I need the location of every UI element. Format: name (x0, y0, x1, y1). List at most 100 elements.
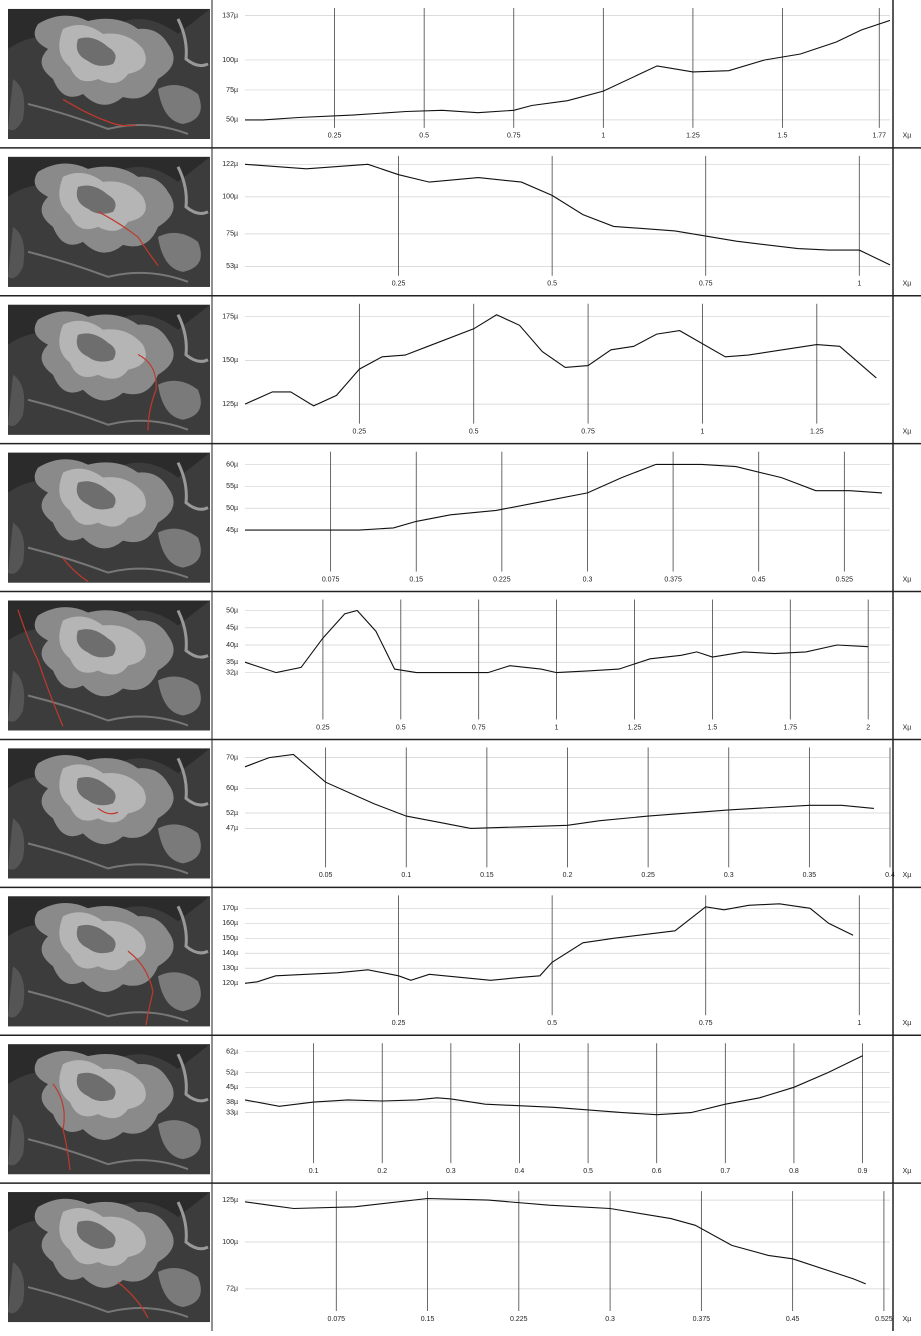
x-tick-label: 0.25 (316, 724, 330, 731)
y-tick-label: 33µ (226, 1109, 238, 1116)
x-tick-label: 0.25 (392, 281, 406, 288)
x-tick-label: 0.075 (322, 576, 340, 583)
x-tick-label: 1 (601, 133, 605, 140)
x-tick-label: 0.25 (353, 429, 367, 436)
y-tick-label: 122µ (222, 161, 238, 168)
x-tick-label: 0.375 (664, 576, 682, 583)
route (117, 1281, 149, 1319)
x-tick-label: 0.45 (752, 576, 766, 583)
thumbnail (8, 1043, 210, 1176)
y-tick-label: 50µ (226, 505, 238, 512)
x-tick-label: 0.75 (472, 724, 486, 731)
x-tick-label: 0.6 (652, 1168, 662, 1175)
profile-row: 137µ 100µ 75µ 50µ 0.25 0.5 0.75 1 1.25 1.5 1.77 Xµ (0, 8, 921, 149)
x-tick-label: 0.75 (699, 1020, 713, 1027)
thumbnail (8, 8, 210, 140)
x-tick-label: 0.15 (409, 576, 423, 583)
x-tick-label: 1 (857, 1020, 861, 1027)
profile-line (244, 314, 877, 407)
thumbnail (8, 155, 210, 288)
x-tick-label: 0.7 (720, 1168, 730, 1175)
y-tick-label: 100µ (222, 57, 238, 64)
y-tick-label: 45µ (226, 1084, 238, 1091)
profile-line (244, 1197, 866, 1285)
x-tick-label: 0.3 (446, 1168, 456, 1175)
profile-row: 175µ 150µ 125µ 0.25 0.5 0.75 1 1.25 Xµ (0, 303, 921, 445)
y-tick-label: 50µ (226, 607, 238, 614)
route (52, 1083, 71, 1171)
route (62, 98, 137, 127)
x-axis-label: Xµ (903, 724, 912, 731)
y-tick-label: 75µ (226, 87, 238, 94)
x-tick-label: 1 (555, 724, 559, 731)
x-tick-label: 1.5 (708, 724, 718, 731)
x-tick-label: 1.25 (810, 429, 824, 436)
y-tick-label: 160µ (222, 920, 238, 927)
x-tick-label: 0.5 (547, 1020, 557, 1027)
y-tick-label: 38µ (226, 1099, 238, 1106)
x-tick-label: 0.3 (583, 576, 593, 583)
x-tick-label: 0.45 (786, 1316, 800, 1323)
thumbnail (8, 895, 210, 1028)
profile-row: 122µ 100µ 75µ 53µ 0.25 0.5 0.75 1 Xµ (0, 155, 921, 297)
y-tick-label: 52µ (226, 810, 238, 817)
thumbnail (8, 1191, 210, 1323)
profile-line (244, 609, 869, 674)
x-tick-label: 0.525 (836, 576, 854, 583)
x-tick-label: 0.1 (401, 872, 411, 879)
y-tick-label: 150µ (222, 357, 238, 364)
route (97, 211, 159, 266)
y-tick-label: 35µ (226, 659, 238, 666)
x-tick-label: 0.3 (724, 872, 734, 879)
x-tick-label: 0.25 (641, 872, 655, 879)
x-tick-label: 0.5 (583, 1168, 593, 1175)
x-tick-label: 0.9 (858, 1168, 868, 1175)
y-tick-label: 72µ (226, 1286, 238, 1293)
route (62, 557, 89, 583)
x-tick-label: 1.25 (686, 133, 700, 140)
x-axis-label: Xµ (903, 1316, 912, 1323)
x-axis-label: Xµ (903, 133, 912, 140)
thumbnail (8, 303, 210, 436)
y-tick-label: 175µ (222, 313, 238, 320)
x-tick-label: 0.375 (693, 1316, 711, 1323)
y-tick-label: 150µ (222, 935, 238, 942)
x-tick-label: 0.15 (480, 872, 494, 879)
x-tick-label: 0.25 (392, 1020, 406, 1027)
x-tick-label: 1 (857, 281, 861, 288)
y-tick-label: 52µ (226, 1069, 238, 1076)
x-axis-label: Xµ (903, 1168, 912, 1175)
x-tick-label: 1.75 (783, 724, 797, 731)
y-tick-label: 60µ (226, 785, 238, 792)
profile-line (244, 163, 891, 266)
x-tick-label: 0.2 (563, 872, 573, 879)
y-tick-label: 125µ (222, 1197, 238, 1204)
x-axis-label: Xµ (903, 281, 912, 288)
x-tick-label: 0.75 (699, 281, 713, 288)
x-tick-label: 1.25 (628, 724, 642, 731)
y-tick-label: 40µ (226, 642, 238, 649)
x-tick-label: 0.2 (377, 1168, 387, 1175)
profile-row: 70µ 60µ 52µ 47µ 0.05 0.1 0.15 0.2 0.25 0.3 0.35 0.4… (0, 747, 921, 889)
y-tick-label: 70µ (226, 754, 238, 761)
x-tick-label: 0.4 (515, 1168, 525, 1175)
y-tick-label: 45µ (226, 527, 238, 534)
x-tick-label: 0.8 (789, 1168, 799, 1175)
x-tick-label: 2 (866, 724, 870, 731)
x-tick-label: 0.05 (319, 872, 333, 879)
y-tick-label: 140µ (222, 950, 238, 957)
x-tick-label: 0.15 (421, 1316, 435, 1323)
profile-line (245, 463, 883, 531)
x-tick-label: 0.1 (309, 1168, 319, 1175)
x-tick-label: 0.225 (510, 1316, 528, 1323)
x-tick-label: 0.225 (493, 576, 511, 583)
x-tick-label: 0.35 (803, 872, 817, 879)
y-tick-label: 62µ (226, 1048, 238, 1055)
x-axis-label: Xµ (903, 429, 912, 436)
y-tick-label: 50µ (226, 117, 238, 124)
x-tick-label: 1 (700, 429, 704, 436)
x-tick-label: 0.3 (605, 1316, 615, 1323)
y-tick-label: 130µ (222, 965, 238, 972)
x-tick-label: 0.75 (507, 133, 521, 140)
